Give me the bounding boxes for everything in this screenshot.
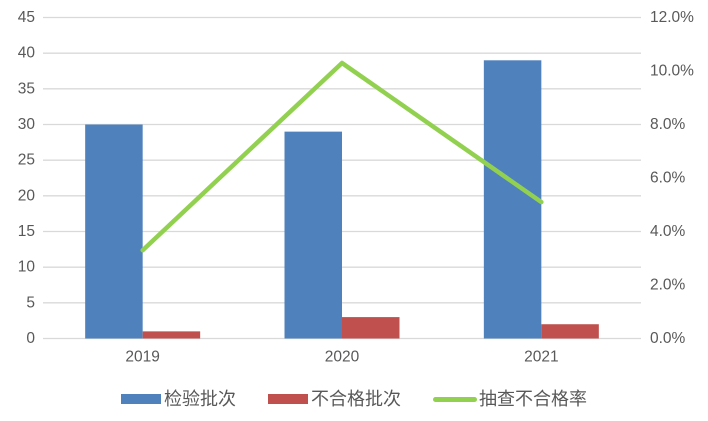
right-axis-tick-label: 0.0%	[650, 330, 686, 347]
chart-legend: 检验批次 不合格批次 抽查不合格率	[0, 383, 708, 415]
right-axis-tick-label: 8.0%	[650, 116, 686, 133]
right-axis-tick-labels: 0.0% 2.0% 4.0% 6.0% 8.0% 10.0% 12.0%	[650, 9, 694, 347]
category-label: 2021	[524, 349, 558, 366]
left-axis-tick-label: 20	[18, 187, 36, 204]
rate-line	[140, 60, 544, 253]
right-axis-tick-label: 12.0%	[650, 9, 694, 26]
right-axis-tick-label: 2.0%	[650, 277, 686, 294]
bar	[142, 331, 201, 339]
bar	[483, 60, 542, 339]
left-axis-tick-label: 30	[18, 116, 36, 133]
right-axis-tick-label: 10.0%	[650, 63, 694, 80]
left-axis-tick-labels: 0 5 10 15 20 25 30 35 40 45	[18, 9, 36, 347]
legend-label: 抽查不合格率	[479, 389, 587, 409]
left-axis-tick-label: 0	[26, 330, 35, 347]
legend-swatch-green-line-icon	[433, 396, 477, 402]
legend-item-failure-rate: 抽查不合格率	[433, 390, 587, 408]
bar	[284, 131, 342, 339]
bar	[541, 324, 599, 339]
legend-swatch-blue-bar-icon	[121, 394, 161, 404]
bar	[342, 317, 400, 339]
category-axis-labels: 2019 2020 2021	[125, 349, 558, 366]
left-axis-tick-label: 25	[18, 152, 35, 169]
legend-label: 不合格批次	[311, 389, 401, 409]
legend-label: 检验批次	[164, 389, 236, 409]
category-label: 2020	[325, 349, 360, 366]
legend-item-inspection-batches: 检验批次	[121, 390, 236, 408]
legend-item-nonconforming-batches: 不合格批次	[268, 390, 401, 408]
legend-swatch-red-bar-icon	[268, 394, 308, 404]
category-label: 2019	[125, 349, 159, 366]
right-axis-tick-label: 6.0%	[650, 170, 686, 187]
right-axis-tick-label: 4.0%	[650, 223, 686, 240]
left-axis-tick-label: 35	[18, 80, 35, 97]
left-axis-tick-label: 40	[18, 45, 36, 62]
bar-series-1	[142, 317, 599, 339]
left-axis-tick-label: 5	[26, 294, 35, 311]
bar-series-0	[85, 60, 542, 339]
left-axis-tick-label: 15	[18, 223, 35, 240]
bar	[85, 124, 143, 339]
left-axis-tick-label: 10	[18, 259, 36, 276]
left-axis-tick-label: 45	[18, 9, 35, 26]
